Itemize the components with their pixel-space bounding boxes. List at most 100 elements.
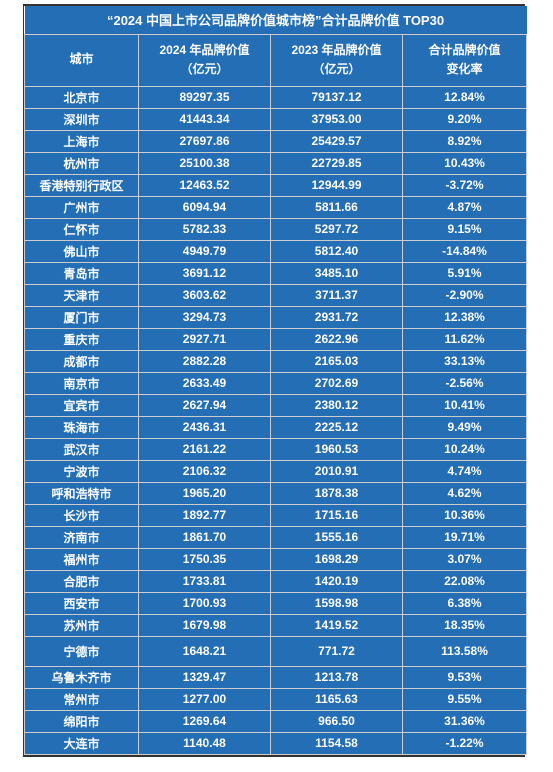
col-header-change: 合计品牌价值 变化率 <box>403 34 527 86</box>
cell-city: 呼和浩特市 <box>25 482 139 504</box>
cell-2023: 1878.38 <box>271 482 403 504</box>
table-row: 长沙市1892.771715.1610.36% <box>25 504 527 526</box>
table-body: 北京市89297.3579137.1212.84%深圳市41443.343795… <box>25 86 527 754</box>
table-row: 香港特别行政区12463.5212944.99-3.72% <box>25 174 527 196</box>
cell-2024: 41443.34 <box>139 108 271 130</box>
cell-2023: 2702.69 <box>271 372 403 394</box>
cell-2024: 2927.71 <box>139 328 271 350</box>
cell-2023: 2225.12 <box>271 416 403 438</box>
cell-change: 9.20% <box>403 108 527 130</box>
cell-city: 广州市 <box>25 196 139 218</box>
col-header-2023-l2: （亿元） <box>312 62 360 76</box>
cell-2024: 1892.77 <box>139 504 271 526</box>
cell-2024: 2633.49 <box>139 372 271 394</box>
cell-change: 10.41% <box>403 394 527 416</box>
cell-change: 4.74% <box>403 460 527 482</box>
table-row: 宁德市1648.21771.72113.58% <box>25 636 527 666</box>
cell-2023: 3711.37 <box>271 284 403 306</box>
cell-city: 福州市 <box>25 548 139 570</box>
table-row: 绵阳市1269.64966.5031.36% <box>25 710 527 732</box>
col-header-2024: 2024 年品牌价值 （亿元） <box>139 34 271 86</box>
table-row: 北京市89297.3579137.1212.84% <box>25 86 527 108</box>
table-row: 青岛市3691.123485.105.91% <box>25 262 527 284</box>
table-row: 上海市27697.8625429.578.92% <box>25 130 527 152</box>
cell-2024: 5782.33 <box>139 218 271 240</box>
cell-change: 31.36% <box>403 710 527 732</box>
table-row: 福州市1750.351698.293.07% <box>25 548 527 570</box>
col-header-city-l1: 城市 <box>69 52 93 66</box>
cell-2024: 12463.52 <box>139 174 271 196</box>
cell-city: 宜宾市 <box>25 394 139 416</box>
cell-2023: 3485.10 <box>271 262 403 284</box>
cell-2024: 1700.93 <box>139 592 271 614</box>
cell-city: 宁德市 <box>25 636 139 666</box>
cell-city: 南京市 <box>25 372 139 394</box>
table-row: 武汉市2161.221960.5310.24% <box>25 438 527 460</box>
col-header-2023-l1: 2023 年品牌价值 <box>291 43 381 57</box>
cell-2023: 37953.00 <box>271 108 403 130</box>
cell-2024: 3603.62 <box>139 284 271 306</box>
cell-2023: 12944.99 <box>271 174 403 196</box>
cell-city: 佛山市 <box>25 240 139 262</box>
cell-2024: 89297.35 <box>139 86 271 108</box>
cell-change: 12.38% <box>403 306 527 328</box>
table-row: 济南市1861.701555.1619.71% <box>25 526 527 548</box>
cell-2023: 1165.63 <box>271 688 403 710</box>
cell-city: 厦门市 <box>25 306 139 328</box>
cell-2024: 2161.22 <box>139 438 271 460</box>
cell-2024: 2627.94 <box>139 394 271 416</box>
cell-2024: 2106.32 <box>139 460 271 482</box>
table-header-row: 城市 2024 年品牌价值 （亿元） 2023 年品牌价值 （亿元） 合计品牌价… <box>25 34 527 86</box>
cell-2024: 1965.20 <box>139 482 271 504</box>
cell-2023: 5811.66 <box>271 196 403 218</box>
cell-2023: 5297.72 <box>271 218 403 240</box>
cell-city: 长沙市 <box>25 504 139 526</box>
cell-change: 9.15% <box>403 218 527 240</box>
table-row: 西安市1700.931598.986.38% <box>25 592 527 614</box>
cell-2023: 1154.58 <box>271 732 403 754</box>
table-row: 珠海市2436.312225.129.49% <box>25 416 527 438</box>
cell-2023: 2165.03 <box>271 350 403 372</box>
cell-change: 4.62% <box>403 482 527 504</box>
cell-change: 9.55% <box>403 688 527 710</box>
col-header-2023: 2023 年品牌价值 （亿元） <box>271 34 403 86</box>
col-header-2024-l2: （亿元） <box>180 62 228 76</box>
table-title-row: “2024 中国上市公司品牌价值城市榜”合计品牌价值 TOP30 <box>25 6 527 34</box>
cell-city: 常州市 <box>25 688 139 710</box>
cell-change: 3.07% <box>403 548 527 570</box>
cell-2023: 1419.52 <box>271 614 403 636</box>
table-title: “2024 中国上市公司品牌价值城市榜”合计品牌价值 TOP30 <box>25 6 527 34</box>
col-header-city: 城市 <box>25 34 139 86</box>
cell-2024: 6094.94 <box>139 196 271 218</box>
col-header-change-l1: 合计品牌价值 <box>429 43 501 57</box>
cell-change: 19.71% <box>403 526 527 548</box>
table-row: 乌鲁木齐市1329.471213.789.53% <box>25 666 527 688</box>
cell-city: 北京市 <box>25 86 139 108</box>
table-row: 重庆市2927.712622.9611.62% <box>25 328 527 350</box>
cell-city: 青岛市 <box>25 262 139 284</box>
cell-2023: 1960.53 <box>271 438 403 460</box>
table-row: 宜宾市2627.942380.1210.41% <box>25 394 527 416</box>
cell-change: 4.87% <box>403 196 527 218</box>
cell-change: 6.38% <box>403 592 527 614</box>
cell-city: 大连市 <box>25 732 139 754</box>
cell-2024: 3691.12 <box>139 262 271 284</box>
cell-change: -2.90% <box>403 284 527 306</box>
cell-city: 香港特别行政区 <box>25 174 139 196</box>
cell-city: 西安市 <box>25 592 139 614</box>
table-row: 合肥市1733.811420.1922.08% <box>25 570 527 592</box>
cell-2023: 2380.12 <box>271 394 403 416</box>
table-row: 成都市2882.282165.0333.13% <box>25 350 527 372</box>
table-row: 深圳市41443.3437953.009.20% <box>25 108 527 130</box>
cell-city: 乌鲁木齐市 <box>25 666 139 688</box>
cell-change: 113.58% <box>403 636 527 666</box>
cell-2023: 25429.57 <box>271 130 403 152</box>
cell-2024: 1269.64 <box>139 710 271 732</box>
cell-change: 9.53% <box>403 666 527 688</box>
cell-city: 杭州市 <box>25 152 139 174</box>
cell-2024: 1750.35 <box>139 548 271 570</box>
cell-change: 11.62% <box>403 328 527 350</box>
cell-2023: 1698.29 <box>271 548 403 570</box>
cell-change: 22.08% <box>403 570 527 592</box>
cell-2023: 79137.12 <box>271 86 403 108</box>
